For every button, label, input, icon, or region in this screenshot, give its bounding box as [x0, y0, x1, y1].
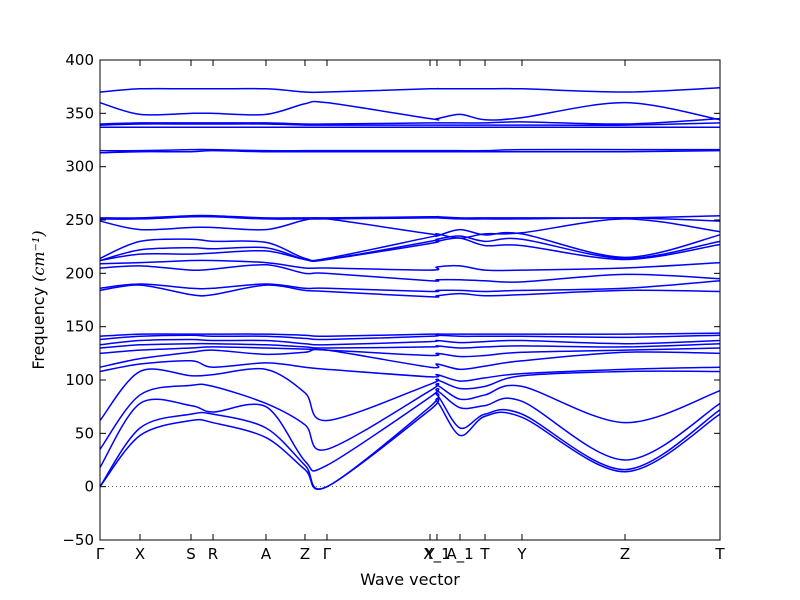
- band-line-2: [99, 392, 721, 490]
- x-tick-label: A: [261, 545, 272, 563]
- band-line-22: [99, 214, 721, 219]
- x-tick-label: Z: [620, 545, 630, 563]
- x-tick-label: Γ: [323, 545, 332, 563]
- band-line-20: [99, 217, 721, 239]
- band-line-15: [99, 264, 721, 283]
- y-tick-label: 300: [65, 158, 94, 176]
- y-tick-label: 50: [75, 424, 94, 442]
- x-tick-label: X_1: [423, 545, 450, 564]
- y-tick-label: 400: [65, 51, 94, 69]
- phonon-bands: [99, 86, 721, 490]
- x-tick-label: X: [135, 545, 145, 563]
- y-axis-ticks: −50 0 50 100 150 200 250 300 350 400: [62, 51, 720, 549]
- band-line-29: [99, 86, 721, 94]
- x-tick-label: Z: [300, 545, 310, 563]
- plot-frame: [99, 59, 721, 541]
- band-line-9: [99, 342, 721, 349]
- y-tick-label: 250: [65, 211, 94, 229]
- band-line-3: [99, 387, 721, 472]
- x-axis-ticks: Γ X S R A Z Γ YX_1A_1 T Y Z T: [96, 60, 725, 564]
- y-tick-label: 0: [84, 478, 94, 496]
- band-line-18: [99, 235, 721, 263]
- band-line-21: [99, 215, 721, 222]
- band-line-5: [99, 367, 721, 422]
- band-line-6: [99, 359, 721, 382]
- y-tick-label: 150: [65, 318, 94, 336]
- band-line-1: [99, 397, 721, 490]
- band-line-7: [99, 348, 721, 371]
- band-line-12: [99, 332, 721, 338]
- band-line-28: [99, 100, 721, 121]
- y-axis-label-unit: (cm⁻¹): [29, 230, 48, 281]
- band-line-17: [99, 237, 721, 262]
- y-axis-label-text: Frequency: [29, 282, 48, 370]
- x-axis-label: Wave vector: [360, 570, 460, 589]
- x-tick-label: Y: [424, 545, 435, 563]
- x-tick-label: Γ: [96, 545, 105, 563]
- y-tick-label: −50: [62, 531, 94, 549]
- band-line-16: [99, 259, 721, 272]
- band-line-14: [99, 280, 721, 293]
- x-tick-label: A_1: [446, 545, 473, 564]
- x-tick-label: R: [208, 545, 218, 563]
- band-line-10: [99, 338, 721, 346]
- y-tick-label: 100: [65, 371, 94, 389]
- band-line-19: [99, 228, 721, 262]
- band-line-27: [99, 117, 721, 125]
- band-line-13: [99, 284, 721, 298]
- y-tick-label: 350: [65, 104, 94, 122]
- x-tick-label: S: [186, 545, 196, 563]
- y-axis-label: Frequency (cm⁻¹): [29, 230, 48, 369]
- band-line-24: [99, 148, 720, 152]
- band-line-26: [99, 122, 721, 126]
- x-tick-label: T: [479, 545, 490, 563]
- plot-background: [100, 60, 720, 540]
- band-line-8: [99, 346, 721, 358]
- band-line-4: [99, 382, 721, 451]
- y-tick-label: 200: [65, 264, 94, 282]
- band-line-11: [99, 334, 721, 341]
- x-tick-label: T: [714, 545, 725, 563]
- band-line-23: [99, 149, 721, 154]
- x-tick-label: Y: [516, 545, 527, 563]
